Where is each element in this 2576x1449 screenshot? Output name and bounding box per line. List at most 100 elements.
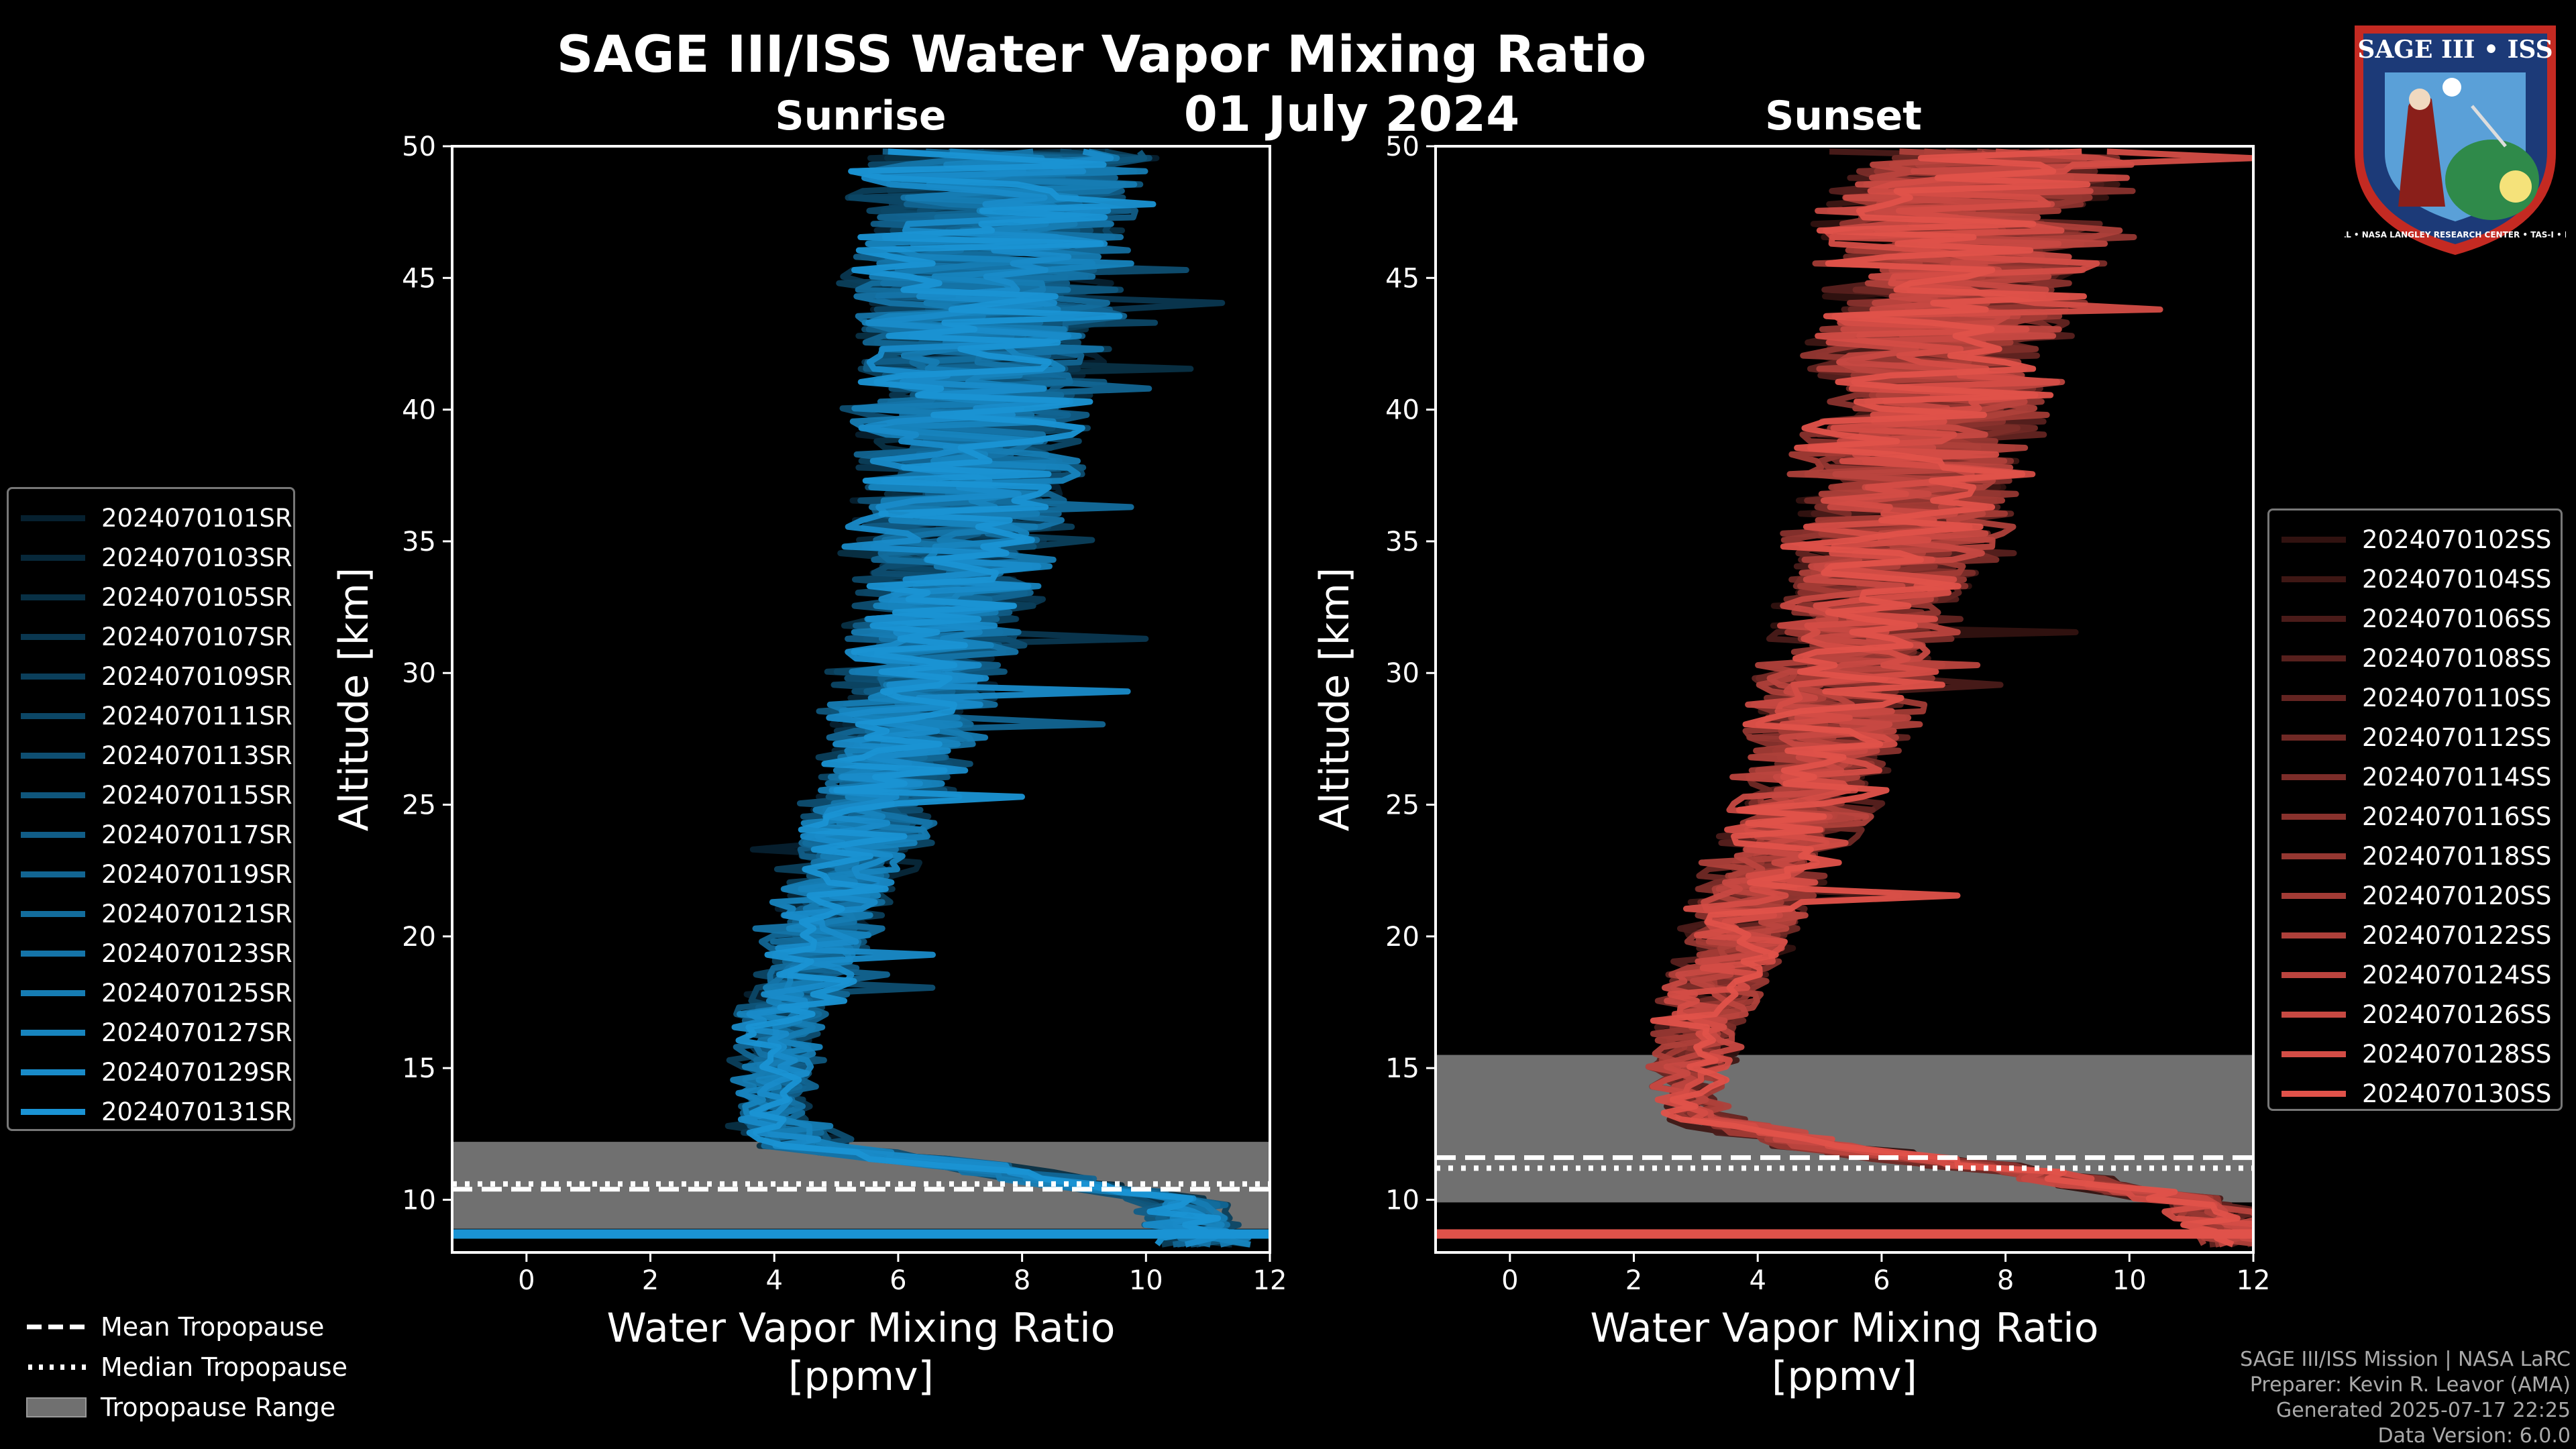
y-tick-label: 20 — [1385, 922, 1419, 953]
legend-entry: 2024070125SR — [21, 973, 292, 1013]
legend-label: 2024070115SR — [101, 781, 292, 810]
legend-entry: 2024070106SS — [2282, 599, 2552, 639]
legend-label: 2024070130SS — [2362, 1079, 2552, 1108]
legend-entry: 2024070115SR — [21, 775, 292, 815]
tropopause-range-band — [1436, 1055, 2253, 1203]
y-tick-label: 25 — [1385, 790, 1419, 821]
legend-label: 2024070112SS — [2362, 723, 2552, 752]
legend-swatch — [2282, 616, 2346, 622]
y-tick-label: 50 — [402, 131, 436, 162]
y-tick-label: 15 — [402, 1053, 436, 1084]
profile-lines — [452, 148, 1270, 1248]
legend-label: 2024070113SR — [101, 741, 292, 770]
legend-swatch — [21, 674, 85, 680]
sunrise-legend: 2024070101SR 2024070103SR 2024070105SR 2024… — [7, 487, 295, 1131]
plot-frame — [1434, 145, 2255, 1254]
logo-ring-text: BALL • NASA LANGLEY RESEARCH CENTER • TA… — [2345, 230, 2566, 239]
y-tick-label: 35 — [1385, 527, 1419, 557]
tropopause-range-label: Tropopause Range — [101, 1393, 336, 1422]
y-tick-label: 10 — [402, 1185, 436, 1216]
legend-label: 2024070118SS — [2362, 842, 2552, 871]
legend-entry: 2024070122SS — [2282, 916, 2551, 955]
sunrise-panel: 0 2 4 6 8 10 12 10 15 20 25 30 35 40 45 50 Water Vapor M… — [331, 131, 1287, 1400]
legend-label: 2024070128SS — [2362, 1040, 2552, 1069]
legend-label: 2024070131SR — [101, 1097, 292, 1126]
legend-entry: 2024070124SS — [2282, 955, 2551, 995]
mean-tropopause-label: Mean Tropopause — [101, 1312, 325, 1342]
legend-swatch — [21, 911, 85, 917]
legend-entry: 2024070105SR — [21, 578, 292, 617]
legend-swatch — [2282, 932, 2346, 938]
legend-swatch — [2282, 735, 2346, 741]
legend-swatch — [2282, 537, 2346, 543]
legend-label: 2024070123SR — [101, 939, 292, 968]
legend-entry: 2024070111SR — [21, 696, 292, 736]
x-axis-unit: [ppmv] — [1772, 1353, 1917, 1400]
y-tick-label: 35 — [402, 527, 436, 557]
x-tick-label: 6 — [1873, 1265, 1890, 1296]
profile-lines — [1436, 148, 2253, 1248]
x-tick-label: 2 — [642, 1265, 659, 1296]
median-tropopause-label: Median Tropopause — [101, 1352, 347, 1382]
dashed-line-swatch — [27, 1324, 86, 1330]
y-axis-label: Altitude [km] — [1311, 568, 1358, 832]
profile-2024070128SS — [1654, 148, 2253, 1228]
legend-label: 2024070119SR — [101, 860, 292, 889]
y-tick-label: 15 — [1385, 1053, 1419, 1084]
credits-generated: Generated 2025-07-17 22:25 — [2275, 1399, 2571, 1422]
legend-label: 2024070104SS — [2362, 565, 2552, 594]
legend-label: 2024070120SS — [2362, 881, 2552, 910]
legend-entry: 2024070116SS — [2282, 797, 2551, 837]
legend-label: 2024070102SS — [2362, 525, 2552, 554]
range-swatch — [26, 1397, 87, 1417]
legend-entry: 2024070128SS — [2282, 1034, 2552, 1074]
legend-entry: 2024070131SR — [21, 1092, 292, 1132]
y-tick-label: 25 — [402, 790, 436, 821]
credits-preparer: Preparer: Kevin R. Leavor (AMA) — [2249, 1373, 2571, 1397]
legend-swatch — [21, 1109, 85, 1115]
profile-2024070130SS — [1650, 148, 2241, 1248]
legend-entry: 2024070121SR — [21, 894, 292, 934]
legend-label: 2024070121SR — [101, 900, 292, 928]
legend-entry: 2024070119SR — [21, 855, 292, 894]
y-tick-label: 20 — [402, 922, 436, 953]
legend-swatch — [2282, 893, 2346, 899]
sunset-legend: 2024070102SS 2024070104SS 2024070106SS 2024… — [2267, 508, 2563, 1111]
legend-label: 2024070117SR — [101, 820, 292, 849]
median-tropopause-entry: Median Tropopause — [25, 1347, 347, 1387]
legend-entry: 2024070120SS — [2282, 876, 2552, 916]
legend-label: 2024070106SS — [2362, 604, 2552, 633]
legend-label: 2024070108SS — [2362, 644, 2552, 673]
legend-label: 2024070109SR — [101, 662, 292, 691]
y-tick-label: 40 — [1385, 395, 1419, 426]
legend-swatch — [21, 713, 85, 719]
legend-swatch — [21, 990, 85, 996]
tropopause-range-entry: Tropopause Range — [25, 1387, 347, 1428]
legend-swatch — [21, 634, 85, 640]
legend-swatch — [2282, 1091, 2346, 1097]
legend-label: 2024070105SR — [101, 583, 292, 612]
y-tick-label: 45 — [402, 263, 436, 294]
x-tick-label: 4 — [1749, 1265, 1766, 1296]
x-tick-label: 2 — [1625, 1265, 1642, 1296]
legend-swatch — [21, 792, 85, 798]
x-tick-label: 10 — [1129, 1265, 1163, 1296]
plot-frame — [451, 145, 1271, 1254]
legend-swatch — [21, 555, 85, 561]
legend-swatch — [21, 1030, 85, 1036]
legend-label: 2024070107SR — [101, 623, 292, 651]
legend-swatch — [2282, 1012, 2346, 1018]
legend-swatch — [2282, 1051, 2346, 1057]
legend-entry: 2024070127SR — [21, 1013, 292, 1053]
y-tick-label: 40 — [402, 395, 436, 426]
legend-entry: 2024070123SR — [21, 934, 292, 973]
mean-tropopause-entry: Mean Tropopause — [25, 1307, 347, 1347]
x-tick-label: 6 — [890, 1265, 906, 1296]
legend-entry: 2024070118SS — [2282, 837, 2552, 876]
legend-swatch — [21, 515, 85, 521]
legend-entry: 2024070108SS — [2282, 639, 2552, 678]
legend-label: 2024070103SR — [101, 543, 292, 572]
legend-swatch — [2282, 695, 2346, 701]
dotted-line-swatch — [28, 1364, 86, 1370]
